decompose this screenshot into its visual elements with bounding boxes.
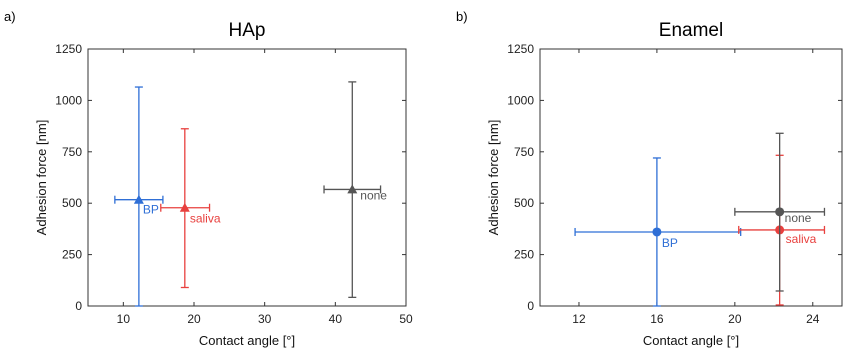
y-tick-label: 750 xyxy=(514,145,534,159)
plot-frame xyxy=(87,48,407,307)
panel-label: a) xyxy=(4,9,16,24)
data-point xyxy=(179,202,190,212)
series-label: BP xyxy=(143,203,159,217)
y-tick-label: 750 xyxy=(62,145,82,159)
series-label: none xyxy=(360,188,387,202)
y-tick-label: 0 xyxy=(527,299,534,313)
series-BP: BP xyxy=(114,86,164,307)
y-tick-label: 1250 xyxy=(507,42,534,56)
x-tick-label: 50 xyxy=(399,312,413,326)
series-label: BP xyxy=(662,236,678,250)
y-tick-label: 500 xyxy=(514,196,534,210)
x-tick-label: 10 xyxy=(117,312,131,326)
series-saliva: saliva xyxy=(160,128,221,289)
data-point xyxy=(347,184,358,194)
chart-panel-2: b) Enamel 0 250 500 750 1000 1250 12 16 20 24 Contac… xyxy=(456,9,843,348)
y-tick-label: 250 xyxy=(514,248,534,262)
panel-label: b) xyxy=(456,9,468,24)
y-tick-label: 1000 xyxy=(507,93,534,107)
series-label: saliva xyxy=(190,212,221,226)
series-label: none xyxy=(785,211,812,225)
y-tick-label: 0 xyxy=(75,299,82,313)
series-none: none xyxy=(734,132,826,292)
data-point xyxy=(775,207,785,217)
y-axis-label: Adhesion force [nm] xyxy=(486,120,501,236)
y-tick-label: 500 xyxy=(62,196,82,210)
x-tick-label: 20 xyxy=(187,312,201,326)
data-point xyxy=(133,194,144,204)
chart-title: Enamel xyxy=(659,20,723,41)
chart-panel-1: a) HAp 0 250 500 750 1000 1250 10 20 30 40 50 Contact… xyxy=(4,9,413,348)
x-tick-label: 20 xyxy=(728,312,742,326)
x-axis-label: Contact angle [°] xyxy=(199,333,295,348)
series-none: none xyxy=(323,81,387,299)
series-label: saliva xyxy=(786,232,817,246)
chart-title: HAp xyxy=(229,20,266,41)
data-point xyxy=(652,227,662,237)
series-saliva: saliva xyxy=(738,154,826,306)
plot-frame xyxy=(539,48,843,307)
y-tick-label: 250 xyxy=(62,248,82,262)
y-tick-label: 1000 xyxy=(55,93,82,107)
x-tick-label: 12 xyxy=(572,312,586,326)
y-tick-label: 1250 xyxy=(55,42,82,56)
x-tick-label: 40 xyxy=(329,312,343,326)
series-BP: BP xyxy=(574,157,742,307)
x-tick-label: 16 xyxy=(650,312,664,326)
y-axis-label: Adhesion force [nm] xyxy=(34,120,49,236)
x-tick-label: 30 xyxy=(258,312,272,326)
x-axis-label: Contact angle [°] xyxy=(643,333,739,348)
x-tick-label: 24 xyxy=(806,312,820,326)
